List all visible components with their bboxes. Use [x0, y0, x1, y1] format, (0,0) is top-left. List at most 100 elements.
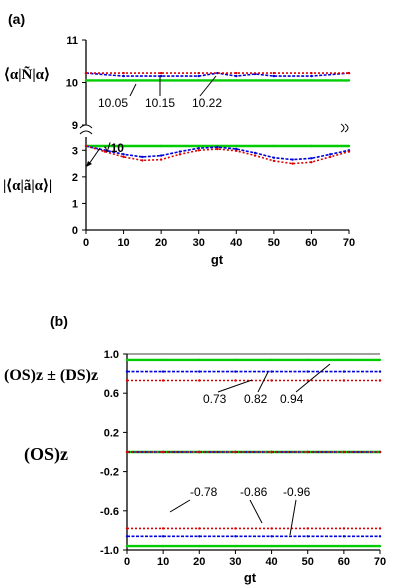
panel-a-lower-series-red-point [216, 147, 219, 151]
panel-b-series-blue-1-point [125, 370, 129, 373]
panel-a-lower-series-red-point [84, 144, 88, 148]
panel-b-xlabel: gt [244, 570, 257, 585]
panel-a-xtick-label: 20 [155, 237, 167, 249]
panel-a-xtick-label: 60 [305, 237, 317, 249]
panel-a-annotations: 10.05 10.15 10.22 √10 [86, 75, 222, 167]
panel-b-series-blue-7-point [270, 535, 273, 538]
panel-b-xtick-label: 0 [124, 556, 130, 568]
panel-b-series-red-2-point [161, 379, 165, 382]
panel-b-series-red-2-point [378, 379, 382, 382]
panel-a-ytick-label-top: 9 [72, 120, 78, 132]
panel-a-upper-series-red-point [122, 71, 125, 75]
panel-a-lower-series-red-point [122, 155, 125, 159]
panel-b-series-blue-1-point [234, 370, 237, 373]
arrow-neg-0-86 [249, 499, 263, 524]
panel-a-upper-series-red-point [347, 71, 351, 75]
panel-a-xtick-label: 0 [83, 237, 89, 249]
panel-a-lower-series-red-point [141, 159, 144, 162]
panel-a-lower-series-blue-point [235, 147, 238, 151]
panel-b-series-blue-7-point [342, 535, 346, 538]
panel-b-xtick-label: 70 [374, 556, 386, 568]
panel-a-label: (a) [8, 11, 25, 27]
panel-a-lower-series-red-point [347, 150, 351, 153]
panel-b-xtick-label: 50 [302, 556, 314, 568]
panel-b-series-red-2-point [198, 379, 201, 382]
annotation-neg-0-96: -0.96 [283, 485, 311, 499]
panel-a-ylabel-top: ⟨α|Ñ|α⟩ [4, 65, 50, 83]
panel-a-upper-series-green-point [197, 79, 200, 82]
panel-b-series-green-0-point [161, 358, 165, 362]
panel-b-ytick-label: 0.6 [104, 388, 119, 400]
annotation-0-94: 0.94 [280, 392, 304, 406]
panel-a-lower-series-blue-point [178, 150, 182, 153]
panel-a-ytick-label-top: 11 [66, 35, 78, 47]
panel-b-series-red-6-point [125, 527, 129, 530]
arrow-10-05 [129, 83, 137, 97]
panel-b-series-red-5-point [234, 450, 237, 454]
panel-b-series-blue-1-point [198, 370, 201, 373]
arrowhead-sqrt10 [86, 161, 92, 167]
panel-a-upper-series-green-point [235, 79, 238, 82]
panel-a-axes [79, 40, 349, 231]
arrow-0-73 [217, 379, 253, 393]
panel-a-xtick-label: 70 [343, 237, 355, 249]
panel-a-upper-series-red-point [84, 71, 88, 75]
panel-b-series-green-8-point [342, 544, 346, 548]
arrow-neg-0-78 [169, 499, 191, 513]
panel-b-series-green-8-point [125, 544, 129, 548]
panel-b-xtick-label: 30 [229, 556, 241, 568]
panel-b-series-red-5-point [198, 450, 201, 454]
panel-b-series-red-6-point [270, 527, 273, 530]
annotation-neg-0-78: -0.78 [190, 485, 218, 499]
annotation-10-22: 10.22 [192, 96, 222, 110]
panel-a-lower-series-blue-point [159, 154, 163, 157]
panel-a-lower-series-green-point [310, 144, 313, 148]
panel-a-lower-series-green-point [122, 144, 125, 148]
annotation-10-05: 10.05 [98, 96, 128, 110]
panel-a-upper-series-red-point [272, 71, 276, 75]
panel-a-upper-series-blue-point [272, 74, 276, 78]
arrow-0-94 [295, 363, 331, 393]
panel-b-series-blue-1-point [306, 370, 309, 373]
panel-b-ytick-label: 0.2 [104, 427, 119, 439]
panel-a-upper-series-red-point [235, 71, 238, 75]
arrow-neg-0-96 [289, 499, 297, 536]
annotation-neg-0-86: -0.86 [240, 485, 268, 499]
panel-a-lower-series-blue-point [310, 157, 313, 160]
panel-a-xtick-label: 40 [230, 237, 242, 249]
panel-a-upper-series-green-point [84, 79, 88, 82]
panel-a-ytick-label-bottom: 3 [72, 145, 78, 157]
panel-a-xlabel: gt [211, 252, 224, 267]
panel-b-series-red-2-point [234, 379, 237, 382]
panel-b-ylabel-bottom: (OS)z [24, 444, 68, 465]
panel-a-lower-series-red-point [103, 150, 107, 153]
panel-a-upper-series-blue [85, 72, 350, 77]
panel-a-axis-break-left [79, 124, 93, 135]
panel-b-series-green-8-point [198, 544, 201, 548]
panel-a-lower-series-red [85, 145, 350, 165]
annotation-sqrt10: √10 [104, 141, 124, 155]
panel-a-upper-series-red-point [310, 71, 313, 75]
panel-a-lower-series-red-point [291, 162, 294, 165]
panel-a-upper-series-blue-point [235, 74, 238, 78]
panel-b-series-blue-1-point [378, 370, 382, 373]
panel-a-xtick-label: 30 [193, 237, 205, 249]
panel-a-upper-series-green-point [272, 79, 276, 82]
arrow-sqrt10 [88, 147, 101, 165]
panel-b-annotations: 0.73 0.82 0.94 -0.78 -0.86 -0.96 [169, 363, 331, 536]
panel-b-series-red-5-point [378, 450, 382, 454]
panel-a-ytick-label-bottom: 2 [72, 172, 78, 184]
panel-b-ylabel-top: (OS)z ± (DS)z [4, 367, 98, 384]
arrow-0-82 [257, 371, 269, 393]
panel-b-series-green-8-point [234, 544, 237, 548]
panel-b-series-blue-1-point [270, 370, 273, 373]
annotation-0-82: 0.82 [244, 392, 268, 406]
panel-b-series-green-8-point [378, 544, 382, 548]
panel-b-series-red-2-point [342, 379, 346, 382]
panel-a-ylabel-bottom: |⟨α|ã|α⟩| [3, 178, 52, 194]
panel-b-series-red-5-point [342, 450, 346, 454]
panel-b-label: (b) [50, 313, 68, 329]
panel-b-ytick-label: -0.2 [100, 467, 119, 479]
